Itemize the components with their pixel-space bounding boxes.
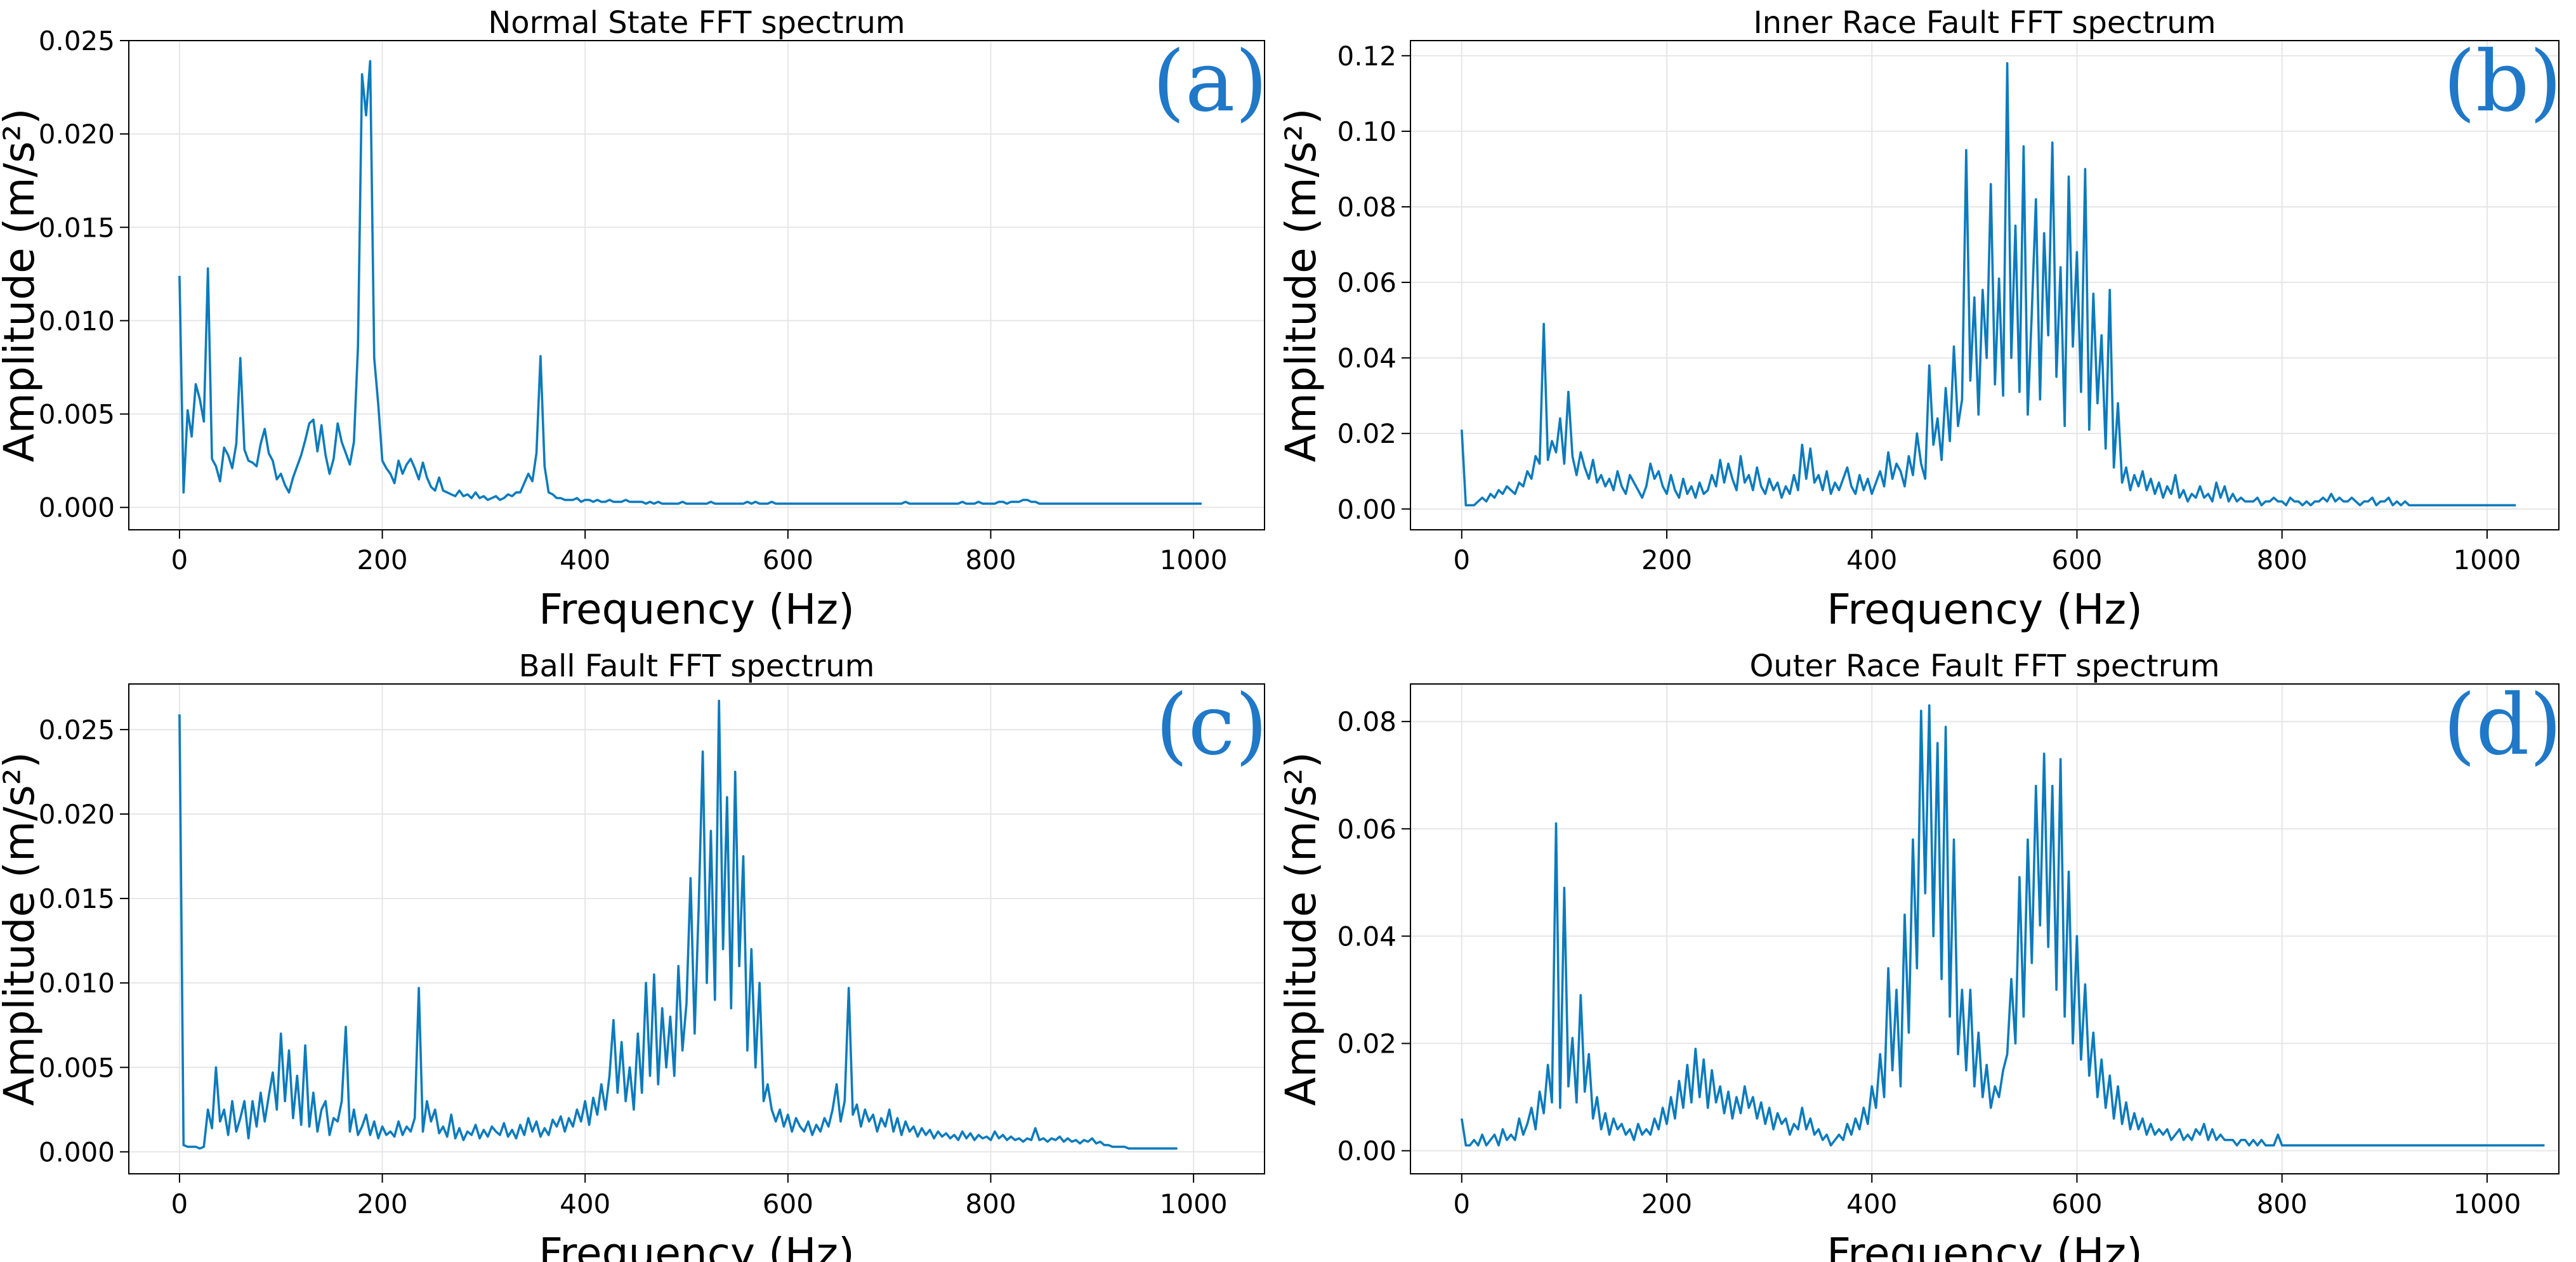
y-tick-label: 0.00 (1337, 1136, 1396, 1167)
plot-frame (128, 40, 1265, 530)
y-tick-label: 0.02 (1337, 1029, 1396, 1060)
y-tick-label: 0.015 (39, 883, 115, 914)
x-tick-label: 400 (560, 1188, 610, 1219)
y-tick-label: 0.005 (39, 1052, 115, 1083)
panel-title: Outer Race Fault FFT spectrum (1750, 648, 2220, 684)
y-tick-label: 0.005 (39, 399, 115, 430)
series-line-a (178, 60, 1202, 505)
y-tick-label: 0.00 (1337, 494, 1396, 525)
x-axis-title: Frequency (Hz) (1827, 1229, 2143, 1262)
panel-letter: (a) (1152, 33, 1268, 131)
x-tick-label: 400 (1846, 1188, 1897, 1219)
y-tick-label: 0.06 (1337, 267, 1396, 298)
x-axis-title: Frequency (Hz) (539, 1229, 855, 1262)
x-tick-label: 200 (1641, 1188, 1692, 1219)
y-tick-label: 0.10 (1337, 116, 1396, 147)
x-tick-label: 800 (965, 544, 1016, 575)
y-axis-title: Amplitude (m/s²) (1277, 752, 1325, 1106)
y-tick-label: 0.020 (39, 119, 115, 150)
panel-title: Normal State FFT spectrum (488, 5, 905, 41)
y-tick-label: 0.08 (1337, 706, 1396, 737)
y-tick-label: 0.08 (1337, 192, 1396, 223)
chart-panel-b: 0 200 400 600 800 1000 0.00 0.02 0.04 0.06 0.08 0.1… (1277, 5, 2562, 634)
panel-letter: (d) (2443, 676, 2563, 774)
x-tick-label: 400 (1846, 544, 1897, 575)
x-tick-label: 200 (357, 544, 407, 575)
x-tick-label: 1000 (1160, 1188, 1228, 1219)
x-tick-label: 1000 (2453, 544, 2521, 575)
x-tick-label: 200 (1641, 544, 1692, 575)
y-tick-label: 0.010 (39, 305, 115, 336)
x-tick-label: 0 (1453, 544, 1470, 575)
x-tick-label: 0 (1453, 1188, 1470, 1219)
y-axis-title: Amplitude (m/s²) (1277, 108, 1325, 462)
x-tick-label: 1000 (2453, 1188, 2521, 1219)
x-tick-label: 200 (357, 1188, 407, 1219)
y-tick-label: 0.000 (39, 492, 115, 523)
series-line-b (1461, 62, 2516, 507)
x-tick-label: 0 (171, 544, 188, 575)
x-tick-label: 600 (2051, 544, 2102, 575)
y-tick-label: 0.015 (39, 212, 115, 243)
y-tick-label: 0.04 (1337, 921, 1396, 952)
x-tick-label: 800 (965, 1188, 1016, 1219)
x-tick-label: 600 (763, 1188, 813, 1219)
series-line-c (178, 699, 1178, 1150)
plot-frame (1410, 683, 2560, 1174)
x-tick-label: 800 (2257, 544, 2308, 575)
x-tick-label: 600 (763, 544, 813, 575)
x-tick-label: 600 (2051, 1188, 2102, 1219)
y-tick-label: 0.010 (39, 968, 115, 999)
y-tick-label: 0.04 (1337, 343, 1396, 374)
chart-panel-c: 0 200 400 600 800 1000 0.000 0.005 0.010 0.015 0.0… (0, 648, 1268, 1262)
x-axis-title: Frequency (Hz) (539, 585, 855, 634)
x-tick-label: 400 (560, 544, 610, 575)
y-tick-label: 0.02 (1337, 418, 1396, 449)
y-axis-title: Amplitude (m/s²) (0, 108, 44, 462)
plot-frame (128, 683, 1265, 1174)
panel-letter: (c) (1155, 676, 1268, 774)
x-tick-label: 800 (2257, 1188, 2308, 1219)
y-tick-label: 0.025 (39, 25, 115, 56)
y-tick-label: 0.12 (1337, 41, 1396, 72)
chart-panel-a: 0 200 400 600 800 1000 0.000 0.005 0.010 0.015 0.0… (0, 5, 1268, 634)
y-tick-label: 0.020 (39, 799, 115, 830)
series-line-d (1461, 704, 2545, 1147)
x-tick-label: 1000 (1160, 544, 1228, 575)
x-tick-label: 0 (171, 1188, 188, 1219)
chart-panel-d: 0 200 400 600 800 1000 0.00 0.02 0.04 0.06 0.08 Out… (1277, 648, 2562, 1262)
panel-title: Ball Fault FFT spectrum (519, 648, 875, 684)
panel-letter: (b) (2443, 33, 2563, 131)
plot-frame (1410, 40, 2560, 530)
x-axis-title: Frequency (Hz) (1827, 585, 2143, 634)
y-tick-label: 0.06 (1337, 813, 1396, 845)
y-tick-label: 0.025 (39, 714, 115, 746)
y-tick-label: 0.000 (39, 1136, 115, 1167)
y-axis-title: Amplitude (m/s²) (0, 752, 44, 1106)
panel-title: Inner Race Fault FFT spectrum (1754, 5, 2216, 41)
